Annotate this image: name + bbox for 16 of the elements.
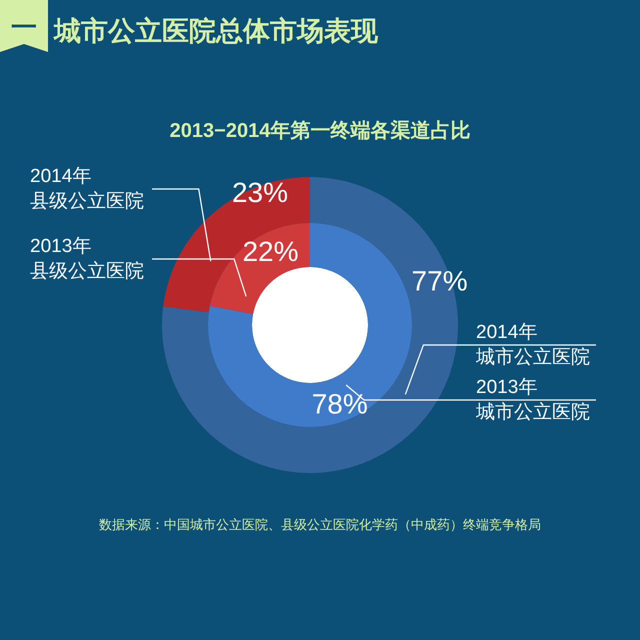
data-label: 78%: [312, 388, 368, 420]
slice-label: 2014年: [476, 322, 538, 343]
slice-label: 县级公立医院: [30, 260, 144, 282]
slice-label: 县级公立医院: [30, 190, 144, 212]
chart-subtitle: 2013−2014年第一终端各渠道占比: [170, 119, 470, 142]
data-label: 22%: [242, 236, 298, 267]
source-note: 数据来源：中国城市公立医院、县级公立医院化学药（中成药）终端竞争格局: [99, 517, 541, 532]
chart-title: 城市公立医院总体市场表现: [53, 16, 379, 46]
slice-label: 城市公立医院: [475, 346, 590, 368]
data-label: 23%: [232, 177, 288, 208]
slice-label: 2013年: [476, 377, 538, 398]
data-label: 77%: [412, 266, 468, 297]
text: 2014年: [30, 166, 92, 187]
text: 2013年: [30, 236, 92, 257]
slice-label: 城市公立医院: [475, 401, 590, 423]
text: 一: [11, 12, 37, 42]
